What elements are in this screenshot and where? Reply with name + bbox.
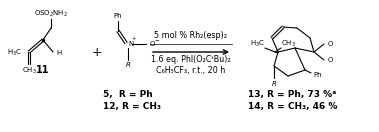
Text: −: − (155, 37, 159, 43)
Text: CH$_3$: CH$_3$ (281, 39, 296, 49)
Text: 13, R = Ph, 73 %ᵃ: 13, R = Ph, 73 %ᵃ (248, 91, 336, 100)
Text: +: + (132, 37, 136, 41)
Text: O: O (328, 57, 334, 63)
Text: CH$_3$: CH$_3$ (22, 66, 36, 76)
Text: 5 mol % Rh₂(esp)₂: 5 mol % Rh₂(esp)₂ (155, 32, 227, 41)
Text: Ph: Ph (114, 13, 122, 19)
Text: H$_3$C: H$_3$C (250, 39, 265, 49)
Text: 11: 11 (36, 65, 50, 75)
Text: 1.6 eq. PhI(O₂CᵗBu)₂: 1.6 eq. PhI(O₂CᵗBu)₂ (151, 55, 231, 65)
Text: +: + (92, 46, 102, 58)
Text: OSO$_2$NH$_2$: OSO$_2$NH$_2$ (34, 9, 68, 19)
Text: O: O (328, 41, 334, 47)
Text: R: R (125, 62, 130, 68)
Text: O: O (150, 41, 155, 47)
Text: 12, R = CH₃: 12, R = CH₃ (103, 103, 161, 112)
Text: H: H (56, 50, 61, 56)
Text: C₆H₅CF₃, r.t., 20 h: C₆H₅CF₃, r.t., 20 h (157, 65, 226, 74)
Text: Ph: Ph (313, 72, 322, 78)
Text: 5,  R = Ph: 5, R = Ph (103, 91, 153, 100)
Text: R: R (272, 81, 276, 87)
Text: 14, R = CH₃, 46 %: 14, R = CH₃, 46 % (248, 103, 337, 112)
Text: N: N (128, 41, 133, 47)
Text: H$_3$C: H$_3$C (7, 48, 22, 58)
